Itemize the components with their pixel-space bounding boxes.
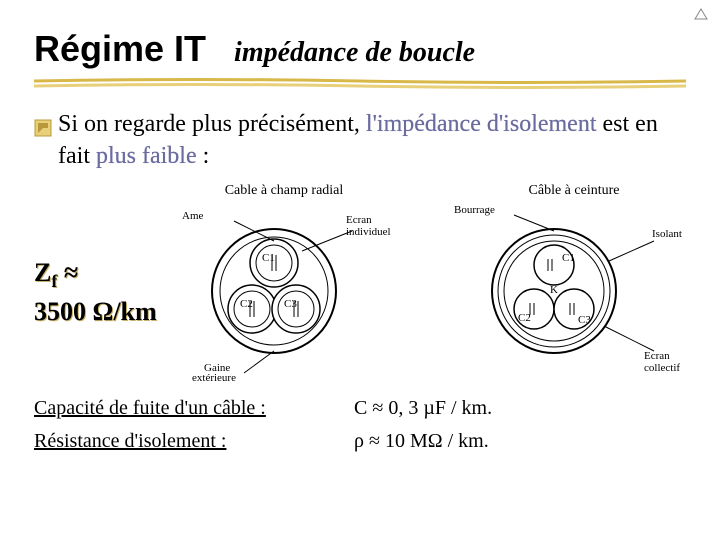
svg-text:collectif: collectif xyxy=(644,362,680,374)
formula-line1: Zf ≈ xyxy=(34,255,157,294)
svg-text:Ame: Ame xyxy=(182,210,204,222)
diagram-left: Cable à champ radial C1 C2 xyxy=(174,183,394,386)
svg-text:K: K xyxy=(550,284,558,296)
slide-subtitle: impédance de boucle xyxy=(234,37,475,69)
diagram-right-title: Câble à ceinture xyxy=(444,183,704,199)
formula-unit: Ω/km xyxy=(93,297,157,326)
svg-text:extérieure: extérieure xyxy=(192,372,236,381)
slide-title: Régime IT xyxy=(34,28,206,70)
corner-ornament xyxy=(694,8,708,22)
svg-text:C1: C1 xyxy=(262,252,275,264)
bullet-text: Si on regarde plus précisément, l'impéda… xyxy=(58,108,686,173)
svg-text:Isolant: Isolant xyxy=(652,228,682,240)
svg-text:individuel: individuel xyxy=(346,226,391,238)
footer-block: Capacité de fuite d'un câble : C ≈ 0, 3 … xyxy=(34,397,686,453)
formula-symbol: Z xyxy=(34,258,51,287)
slide-header: Régime IT impédance de boucle xyxy=(34,28,686,70)
svg-text:C3: C3 xyxy=(284,298,297,310)
footer-value-1: C ≈ 0, 3 µF / km. xyxy=(354,397,492,420)
footer-label-2: Résistance d'isolement : xyxy=(34,430,334,453)
bullet-icon xyxy=(34,114,52,146)
bullet-pre: Si on regarde plus précisément, xyxy=(58,111,366,137)
formula-line2: 3500 Ω/km xyxy=(34,294,157,330)
bullet-item: Si on regarde plus précisément, l'impéda… xyxy=(34,108,686,173)
svg-text:C2: C2 xyxy=(240,298,253,310)
diagrams-row: Zf ≈ 3500 Ω/km Cable à champ radial C1 xyxy=(34,183,686,383)
bullet-highlight-1: l'impédance d'isolement xyxy=(366,111,597,137)
footer-row-2: Résistance d'isolement : ρ ≈ 10 MΩ / km. xyxy=(34,430,686,453)
svg-text:Bourrage: Bourrage xyxy=(454,204,495,216)
footer-label-1: Capacité de fuite d'un câble : xyxy=(34,397,334,420)
footer-row-1: Capacité de fuite d'un câble : C ≈ 0, 3 … xyxy=(34,397,686,420)
bullet-post: : xyxy=(197,143,210,169)
diagram-left-title: Cable à champ radial xyxy=(174,183,394,199)
formula-value: 3500 xyxy=(34,297,93,326)
title-underline xyxy=(34,78,686,90)
svg-text:C1: C1 xyxy=(562,252,575,264)
svg-text:Ecran: Ecran xyxy=(346,214,372,226)
side-formula: Zf ≈ 3500 Ω/km xyxy=(34,255,157,331)
formula-approx: ≈ xyxy=(57,258,78,287)
svg-text:Ecran: Ecran xyxy=(644,350,670,362)
diagram-right: Câble à ceinture C1 C2 xyxy=(444,183,704,386)
svg-text:C3: C3 xyxy=(578,314,591,326)
footer-value-2: ρ ≈ 10 MΩ / km. xyxy=(354,430,489,453)
bullet-highlight-2: plus faible xyxy=(96,143,197,169)
svg-text:C2: C2 xyxy=(518,312,531,324)
